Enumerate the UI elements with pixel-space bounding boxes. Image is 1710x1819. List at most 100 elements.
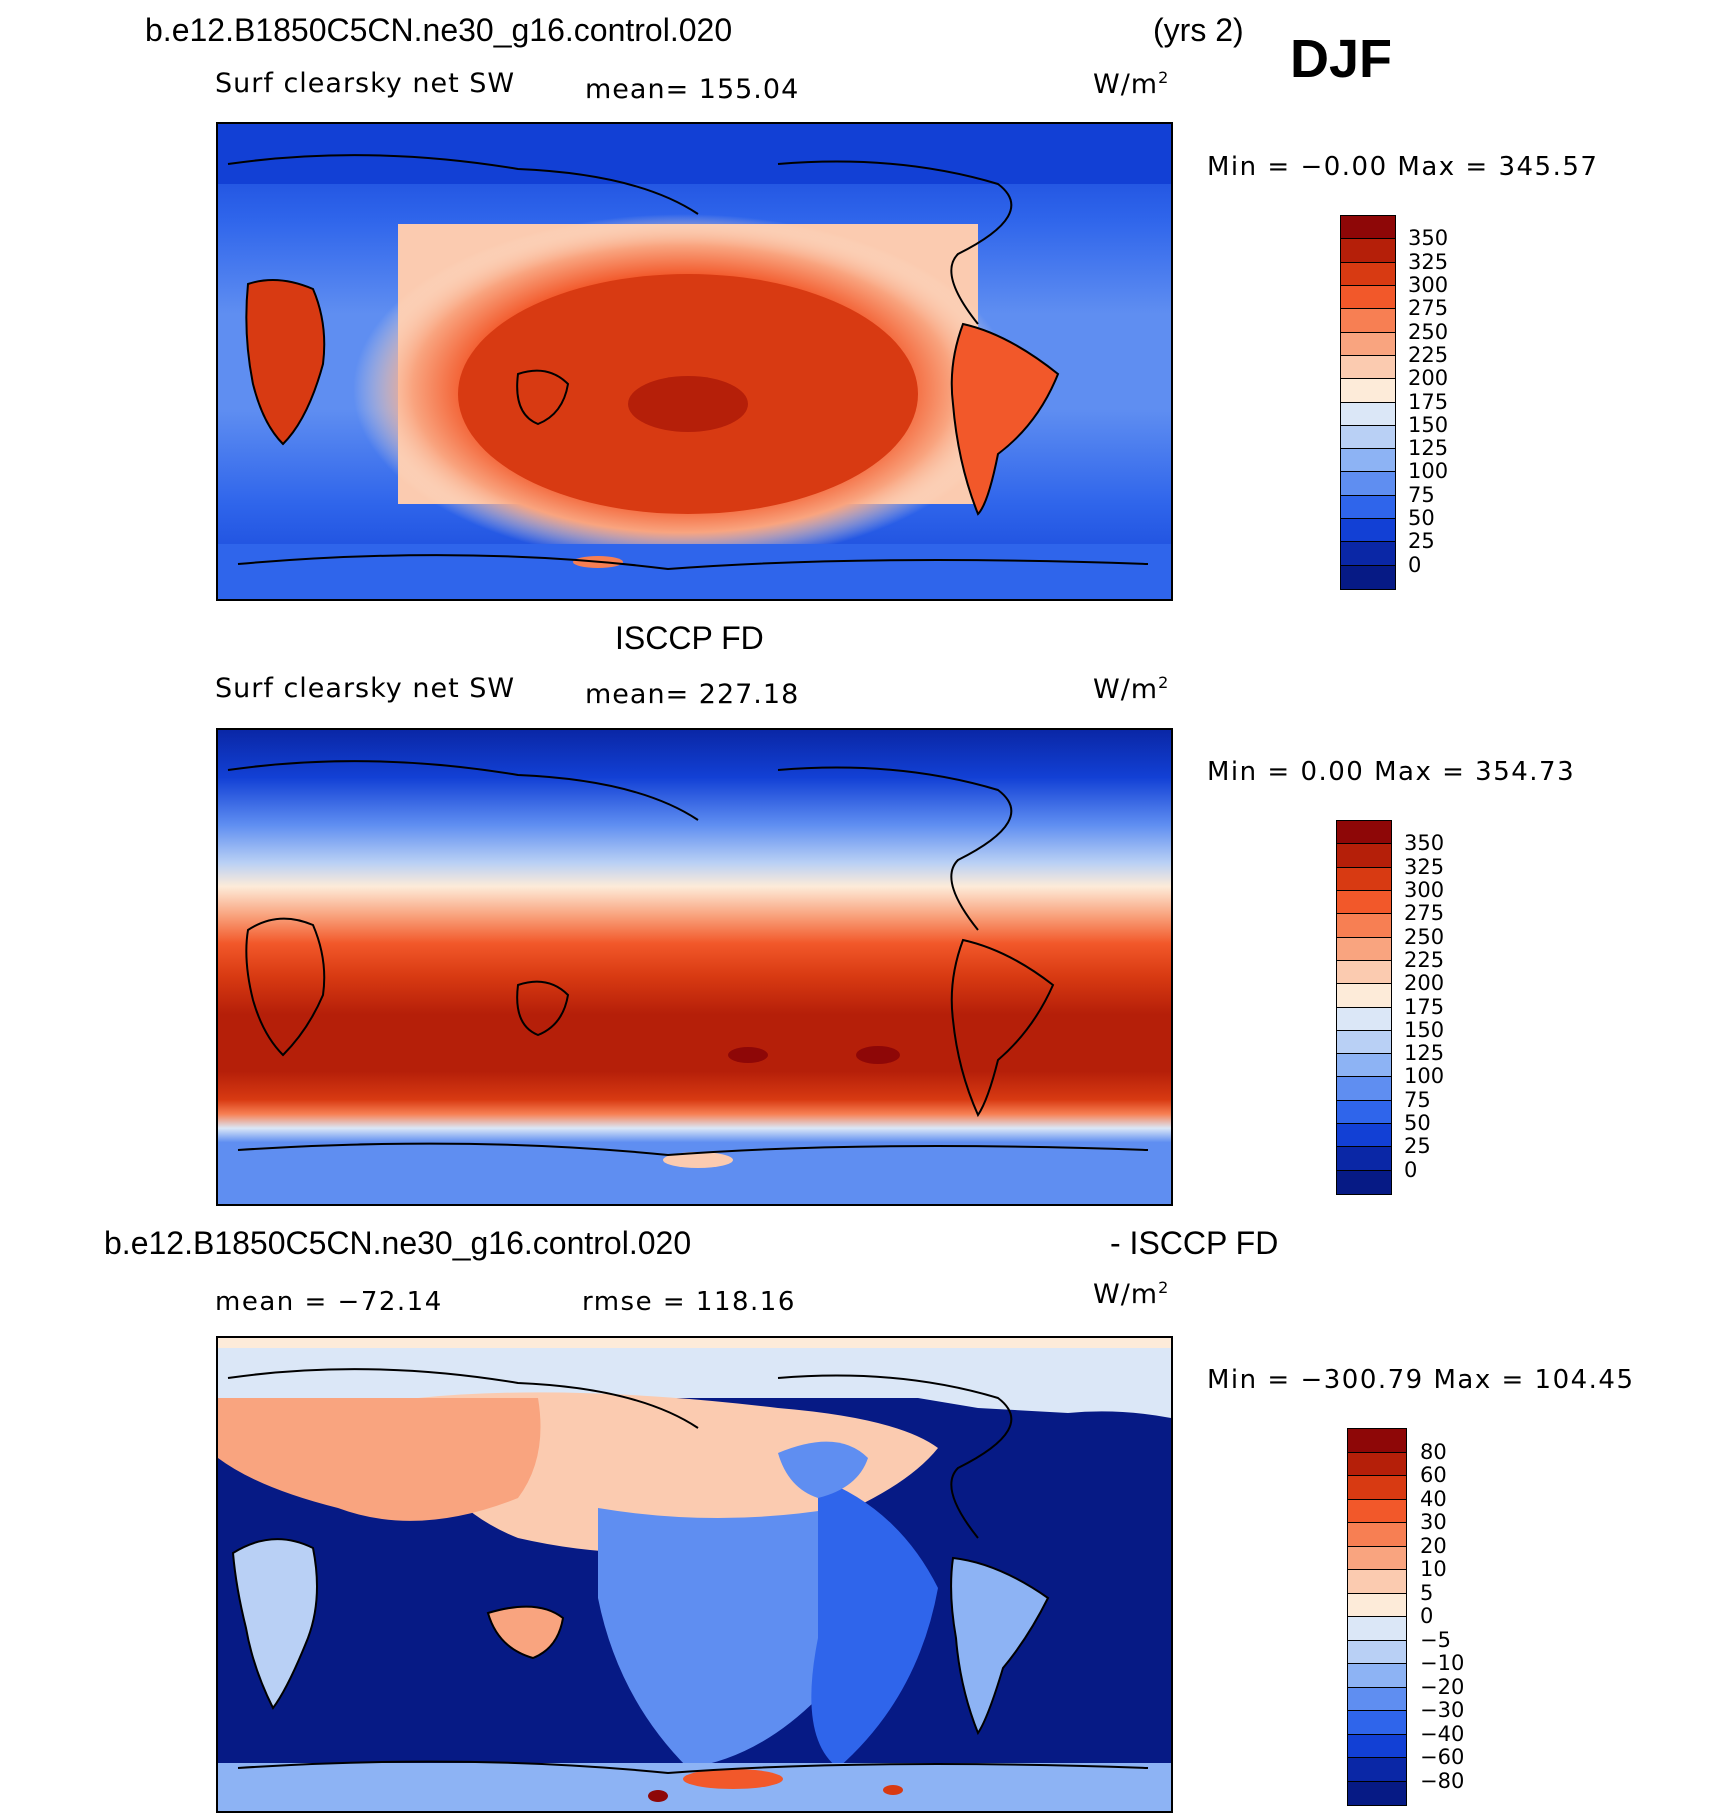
- panel1-colorbar-tick-label: 300: [1408, 272, 1449, 297]
- panel1-colorbar-segment: [1341, 285, 1395, 310]
- panel2-colorbar-tick-label: 150: [1404, 1017, 1445, 1042]
- panel3-map-field: [218, 1338, 1171, 1811]
- panel1-colorbar-tick-label: 175: [1408, 389, 1449, 414]
- panel1-colorbar-segment: [1341, 542, 1395, 566]
- panel1-units: W/m2: [1093, 68, 1170, 100]
- panel1-colorbar-tick-label: 50: [1408, 506, 1435, 531]
- panel2-colorbar-tick-label: 50: [1404, 1111, 1431, 1136]
- panel3-colorbar-tick-label: 60: [1420, 1463, 1447, 1487]
- panel1-colorbar-tick-label: 200: [1408, 366, 1449, 391]
- panel2-title: ISCCP FD: [615, 620, 764, 656]
- panel3-mean: mean = −72.14: [215, 1287, 443, 1317]
- panel1-colorbar-segment: [1341, 449, 1395, 473]
- panel2-colorbar-tick-label: 75: [1404, 1087, 1431, 1112]
- panel1-minmax: Min = −0.00 Max = 345.57: [1207, 152, 1599, 182]
- panel1-colorbar-segment: [1341, 355, 1395, 380]
- panel2-colorbar: [1336, 820, 1392, 1195]
- panel3-colorbar-segment: [1348, 1523, 1406, 1547]
- panel1-colorbar-segment: [1341, 309, 1395, 333]
- panel1-colorbar-tick-label: 100: [1408, 459, 1449, 484]
- panel1-colorbar-tick-label: 250: [1408, 319, 1449, 344]
- panel3-colorbar-segment: [1348, 1687, 1406, 1711]
- panel3-units: W/m2: [1093, 1278, 1170, 1310]
- panel1-variable: Surf clearsky net SW: [215, 68, 516, 99]
- panel3-colorbar-tick-label: −60: [1420, 1745, 1465, 1769]
- panel1-colorbar-segment: [1341, 425, 1395, 450]
- panel3-colorbar-tick-label: −20: [1420, 1674, 1465, 1699]
- case-title: b.e12.B1850C5CN.ne30_g16.control.020: [145, 12, 733, 48]
- panel3-colorbar-tick-label: 10: [1420, 1557, 1447, 1581]
- panel2-colorbar-tick-label: 175: [1404, 994, 1445, 1019]
- panel1-colorbar-tick-label: 125: [1408, 436, 1449, 461]
- panel3-colorbar-tick-label: 5: [1420, 1580, 1434, 1605]
- years-label: (yrs 2): [1153, 12, 1244, 48]
- panel1-map-field: [218, 124, 1171, 599]
- panel1-colorbar-tick-label: 150: [1408, 412, 1449, 437]
- panel2-colorbar-tick-label: 325: [1404, 854, 1445, 879]
- panel2-colorbar-segment: [1337, 1100, 1391, 1125]
- panel3-colorbar: [1347, 1428, 1407, 1806]
- panel3-colorbar-tick-label: −5: [1420, 1627, 1451, 1652]
- panel1-colorbar-segment: [1341, 402, 1395, 426]
- panel3-minmax: Min = −300.79 Max = 104.45: [1207, 1365, 1635, 1395]
- panel2-colorbar-segment: [1337, 1077, 1391, 1101]
- panel3-colorbar-segment: [1348, 1499, 1406, 1523]
- panel3-colorbar-segment: [1348, 1711, 1406, 1735]
- panel3-colorbar-segment: [1348, 1734, 1406, 1758]
- panel1-colorbar-segment: [1341, 519, 1395, 543]
- panel1-colorbar-tick-label: 275: [1408, 296, 1449, 321]
- panel2-map: [216, 728, 1173, 1206]
- panel3-colorbar-tick-label: −10: [1420, 1651, 1465, 1675]
- panel1-colorbar-tick-label: 325: [1408, 249, 1449, 274]
- panel2-colorbar-tick-label: 100: [1404, 1064, 1445, 1089]
- panel3-title-right: - ISCCP FD: [1110, 1225, 1279, 1261]
- panel3-colorbar-segment: [1348, 1664, 1406, 1688]
- panel2-colorbar-segment: [1337, 984, 1391, 1008]
- panel1-map: [216, 122, 1173, 601]
- panel1-colorbar: [1340, 215, 1396, 590]
- panel1-colorbar-tick-label: 225: [1408, 342, 1449, 367]
- panel3-colorbar-segment: [1348, 1570, 1406, 1594]
- panel1-colorbar-tick-label: 25: [1408, 529, 1435, 554]
- panel2-minmax: Min = 0.00 Max = 354.73: [1207, 757, 1576, 787]
- panel3-colorbar-tick-label: −40: [1420, 1721, 1465, 1746]
- panel1-colorbar-segment: [1341, 495, 1395, 520]
- panel1-colorbar-tick-label: 75: [1408, 482, 1435, 507]
- panel1-colorbar-segment: [1341, 216, 1395, 240]
- panel1-colorbar-segment: [1341, 472, 1395, 496]
- panel3-map: [216, 1336, 1173, 1813]
- panel2-colorbar-tick-label: 225: [1404, 947, 1445, 972]
- panel3-colorbar-segment: [1348, 1758, 1406, 1782]
- panel3-colorbar-tick-label: −30: [1420, 1698, 1465, 1722]
- panel1-colorbar-segment: [1341, 332, 1395, 356]
- panel2-colorbar-segment: [1337, 890, 1391, 915]
- panel1-colorbar-segment: [1341, 262, 1395, 286]
- panel3-colorbar-tick-label: 40: [1420, 1486, 1447, 1511]
- panel3-colorbar-segment: [1348, 1781, 1406, 1805]
- panel2-colorbar-segment: [1337, 1054, 1391, 1078]
- panel3-colorbar-segment: [1348, 1452, 1406, 1476]
- panel2-colorbar-segment: [1337, 1007, 1391, 1031]
- panel1-colorbar-segment: [1341, 565, 1395, 589]
- panel2-colorbar-segment: [1337, 844, 1391, 868]
- panel3-colorbar-tick-label: 20: [1420, 1533, 1447, 1558]
- panel2-colorbar-tick-label: 25: [1404, 1134, 1431, 1159]
- panel2-colorbar-tick-label: 350: [1404, 831, 1445, 856]
- season-label: DJF: [1290, 29, 1393, 89]
- panel2-colorbar-segment: [1337, 1147, 1391, 1171]
- panel3-colorbar-segment: [1348, 1429, 1406, 1453]
- panel3-colorbar-segment: [1348, 1546, 1406, 1570]
- panel3-colorbar-segment: [1348, 1640, 1406, 1664]
- panel1-mean: mean= 155.04: [585, 74, 800, 105]
- panel2-colorbar-tick-label: 250: [1404, 924, 1445, 949]
- panel2-units: W/m2: [1093, 673, 1170, 705]
- panel2-variable: Surf clearsky net SW: [215, 673, 516, 704]
- panel3-colorbar-segment: [1348, 1617, 1406, 1641]
- panel2-colorbar-tick-label: 300: [1404, 877, 1445, 902]
- panel1-colorbar-tick-label: 0: [1408, 552, 1422, 577]
- panel2-map-field: [218, 730, 1171, 1204]
- panel2-colorbar-segment: [1337, 960, 1391, 985]
- panel2-colorbar-segment: [1337, 867, 1391, 891]
- panel2-colorbar-tick-label: 0: [1404, 1157, 1418, 1182]
- panel2-colorbar-tick-label: 275: [1404, 901, 1445, 926]
